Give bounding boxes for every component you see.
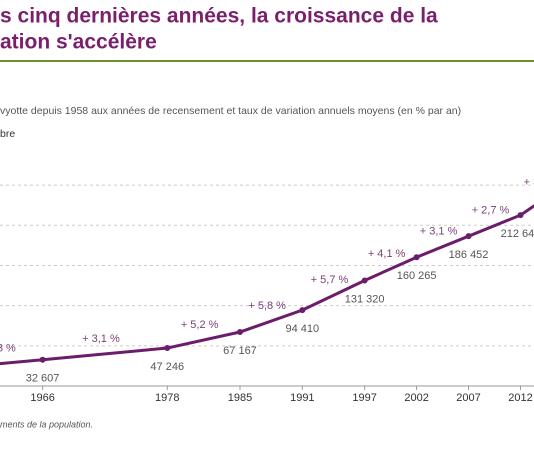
x-tick-label: 2012 xyxy=(508,392,532,404)
x-tick-label: 1978 xyxy=(155,392,179,404)
line xyxy=(0,204,534,366)
rate-label: + 4,1 % xyxy=(368,248,406,260)
value-label: 32 607 xyxy=(26,373,60,385)
chart-title: ation s'accélère xyxy=(0,31,157,54)
rate-label: + 3,8 % xyxy=(524,176,534,188)
value-label: 47 246 xyxy=(150,361,184,373)
value-label: 131 320 xyxy=(345,293,385,305)
x-tick-label: 2007 xyxy=(456,392,480,404)
value-label: 160 265 xyxy=(397,270,437,282)
x-tick-label: 1997 xyxy=(352,392,376,404)
point xyxy=(39,356,46,363)
x-tick-label: 1985 xyxy=(228,392,252,404)
point xyxy=(413,254,420,261)
value-label: 212 645 xyxy=(501,228,534,240)
point xyxy=(236,329,243,336)
point xyxy=(517,212,524,219)
x-tick-label: 1966 xyxy=(30,392,54,404)
subtitle: vyotte depuis 1958 aux années de recense… xyxy=(0,105,461,117)
rate-label: + 3,1 % xyxy=(82,333,120,345)
rate-label: + 2,7 % xyxy=(472,205,510,217)
value-label: 94 410 xyxy=(285,323,319,335)
rate-label: + 5,8 % xyxy=(248,300,286,312)
x-tick-label: 1991 xyxy=(290,392,314,404)
point xyxy=(465,233,472,240)
value-label: 67 167 xyxy=(223,345,257,357)
chart-title: s cinq dernières années, la croissance d… xyxy=(0,5,438,28)
point xyxy=(361,277,368,284)
y-axis-label: bre xyxy=(0,128,15,140)
x-tick-label: 2002 xyxy=(404,392,428,404)
rate-label: + 5,2 % xyxy=(181,319,219,331)
rate-label: + 4,3 % xyxy=(0,342,16,354)
point xyxy=(164,345,171,352)
rate-label: + 5,7 % xyxy=(311,274,349,286)
source: ments de la population. xyxy=(0,419,93,429)
rate-label: + 3,1 % xyxy=(420,226,458,238)
value-label: 186 452 xyxy=(449,249,489,261)
point xyxy=(299,307,306,314)
